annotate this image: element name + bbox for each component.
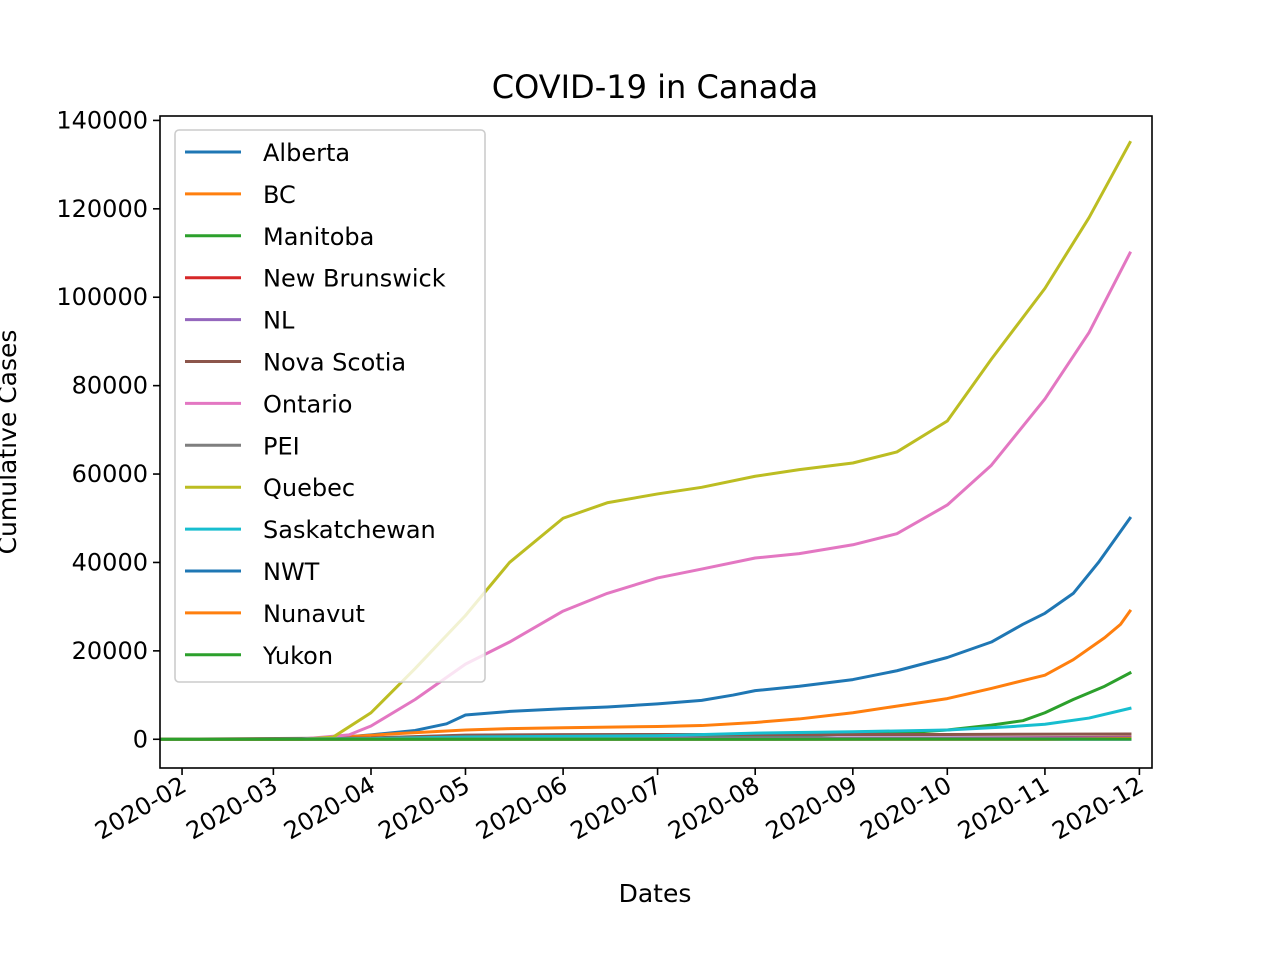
legend-entry: Manitoba (185, 223, 374, 251)
y-tick-label: 40000 (72, 548, 148, 576)
x-tick-label: 2020-05 (374, 771, 475, 845)
chart-title: COVID-19 in Canada (492, 68, 818, 106)
legend-box (174, 129, 486, 683)
series-line-quebec (160, 140, 1132, 741)
legend-entry: Nunavut (185, 600, 365, 628)
x-tick-label: 2020-04 (279, 771, 380, 845)
legend-label: BC (263, 181, 296, 209)
x-tick-label: 2020-09 (761, 771, 862, 845)
legend-label: Alberta (263, 139, 350, 167)
y-tick-label: 0 (133, 725, 148, 753)
legend-entry: Saskatchewan (185, 516, 436, 544)
legend-label: PEI (263, 432, 300, 460)
legend-label: Yukon (262, 642, 333, 670)
x-tick-label: 2020-03 (182, 771, 283, 845)
x-tick-label: 2020-07 (566, 771, 667, 845)
legend-label: Quebec (263, 474, 355, 502)
plot-frame (159, 115, 1153, 769)
legend-entry: Yukon (185, 642, 333, 670)
y-tick-label: 60000 (72, 460, 148, 488)
legend-entry: PEI (185, 432, 300, 460)
legend-entry: Alberta (185, 139, 350, 167)
x-tick-label: 2020-10 (855, 771, 956, 845)
x-tick-label: 2020-06 (471, 771, 572, 845)
legend-entry: Nova Scotia (185, 349, 406, 377)
legend-label: Manitoba (263, 223, 374, 251)
x-axis-label: Dates (619, 879, 692, 908)
legend-label: New Brunswick (263, 265, 446, 293)
series-layer (160, 140, 1133, 741)
x-tick-label: 2020-11 (953, 771, 1054, 845)
legend-label: NL (263, 307, 295, 335)
y-tick-label: 120000 (56, 195, 148, 223)
legend-entry: BC (185, 181, 296, 209)
legend-label: NWT (263, 558, 320, 586)
legend-label: Nunavut (263, 600, 365, 628)
y-tick-label: 140000 (56, 106, 148, 134)
legend-entry: Quebec (185, 474, 355, 502)
y-tick-label: 100000 (56, 283, 148, 311)
y-tick-label: 80000 (72, 372, 148, 400)
legend-entry: NL (185, 307, 295, 335)
series-line-saskatchewan (160, 706, 1132, 741)
y-axis-label: Cumulative Cases (0, 330, 22, 555)
y-tick-label: 20000 (72, 637, 148, 665)
legend-label: Ontario (263, 390, 352, 418)
legend-label: Saskatchewan (263, 516, 436, 544)
x-tick-label: 2020-02 (90, 771, 191, 845)
y-ticks: 0 20000 40000 60000 80000 100000 120000 140000 (56, 106, 160, 753)
x-ticks: 2020-022020-032020-042020-052020-062020-… (90, 768, 1148, 845)
legend-entry: NWT (185, 558, 320, 586)
legend-label: Nova Scotia (263, 349, 406, 377)
series-line-bc (160, 608, 1133, 741)
legend: Alberta BC Manitoba New Brunswick NL Nova Sco… (174, 129, 486, 683)
x-tick-label: 2020-08 (663, 771, 764, 845)
series-line-alberta (160, 516, 1133, 741)
x-tick-label: 2020-12 (1048, 771, 1149, 845)
legend-entry: Ontario (185, 390, 352, 418)
series-line-ontario (160, 251, 1132, 741)
legend-entry: New Brunswick (185, 265, 446, 293)
